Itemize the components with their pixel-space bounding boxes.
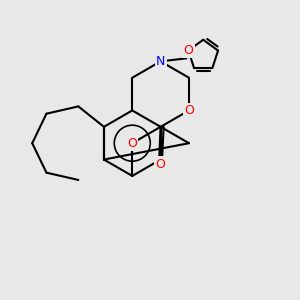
Text: N: N xyxy=(156,55,165,68)
Text: O: O xyxy=(156,158,166,170)
Text: O: O xyxy=(127,137,137,150)
Text: O: O xyxy=(183,44,193,57)
Text: O: O xyxy=(184,104,194,117)
